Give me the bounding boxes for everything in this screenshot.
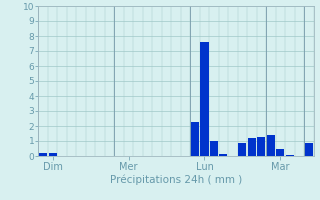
Bar	[248, 138, 256, 156]
X-axis label: Précipitations 24h ( mm ): Précipitations 24h ( mm )	[110, 174, 242, 185]
Bar	[286, 154, 294, 156]
Bar	[210, 141, 218, 156]
Bar	[39, 153, 47, 156]
Bar	[276, 148, 284, 156]
Bar	[49, 153, 57, 156]
Bar	[257, 137, 266, 156]
Bar	[305, 142, 313, 156]
Bar	[220, 154, 228, 156]
Bar	[200, 42, 209, 156]
Bar	[238, 142, 246, 156]
Bar	[267, 135, 275, 156]
Bar	[191, 121, 199, 156]
